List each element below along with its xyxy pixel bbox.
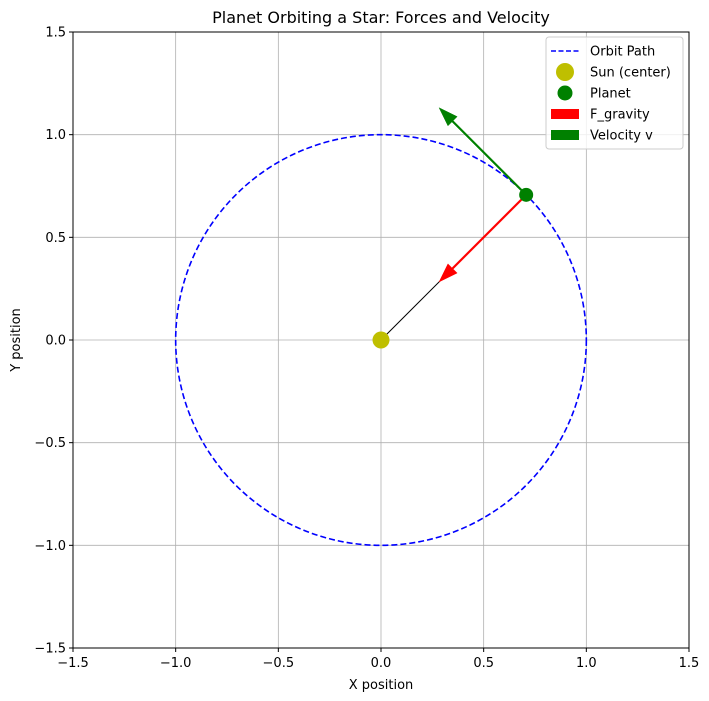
y-tick-label: 1.0 [45,128,66,143]
vector-layer [380,107,528,341]
y-axis-label: Y position [9,308,24,373]
legend-label-velocity: Velocity v [590,129,653,144]
planet-marker [519,187,534,202]
y-tick-label: 1.5 [45,26,66,41]
legend-handle-velocity [551,130,579,140]
x-tick-label: −1.5 [57,656,89,671]
legend-label-orbit-path: Orbit Path [590,45,655,60]
y-tick-label: −0.5 [34,436,66,451]
y-tick-label: 0.0 [45,334,66,349]
legend-box [545,36,684,150]
legend: Orbit Path Sun (center) Planet F_gravity Vel… [545,36,684,150]
legend-label-planet: Planet [590,87,631,102]
orbit-layer [174,133,588,547]
chart-title: Planet Orbiting a Star: Forces and Veloc… [212,8,550,27]
sun-marker [372,331,390,349]
velocity-arrow [438,107,528,196]
tick-layer: −1.5 −1.0 −0.5 0.0 0.5 1.0 1.5 −1.5 −1.0 −0.5 0.0 0… [34,26,699,672]
gravity-force-arrow [438,193,528,283]
y-tick-label: −1.5 [34,642,66,657]
x-tick-label: 0.0 [371,656,392,671]
orbit-path [174,133,588,547]
legend-label-sun: Sun (center) [590,66,671,81]
y-tick-label: −1.0 [34,539,66,554]
legend-handle-f-gravity [551,109,579,119]
y-tick-label: 0.5 [45,231,66,246]
x-axis-label: X position [349,678,414,693]
x-tick-label: 1.0 [576,656,597,671]
legend-handle-planet [557,85,573,101]
legend-label-f-gravity: F_gravity [590,108,650,123]
legend-handle-sun [556,63,574,81]
x-tick-label: −1.0 [160,656,192,671]
x-tick-label: −0.5 [263,656,295,671]
x-tick-label: 1.5 [679,656,700,671]
marker-layer [372,187,534,349]
x-tick-label: 0.5 [473,656,494,671]
